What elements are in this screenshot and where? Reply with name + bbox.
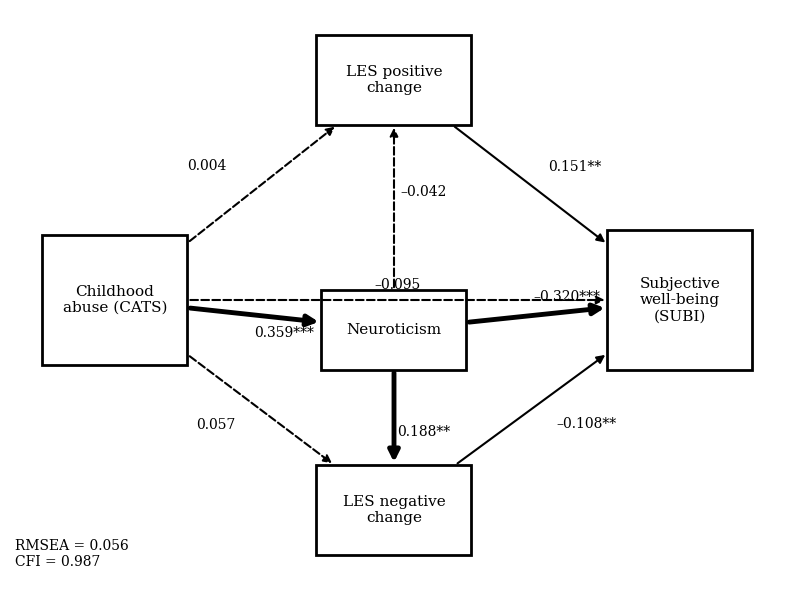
- Text: –0.320***: –0.320***: [533, 290, 600, 304]
- Text: 0.151**: 0.151**: [548, 159, 601, 174]
- Text: –0.042: –0.042: [401, 186, 447, 199]
- Text: Subjective
well-being
(SUBI): Subjective well-being (SUBI): [640, 277, 720, 323]
- FancyBboxPatch shape: [322, 290, 466, 370]
- FancyBboxPatch shape: [43, 235, 188, 365]
- Text: RMSEA = 0.056
CFI = 0.987: RMSEA = 0.056 CFI = 0.987: [15, 539, 128, 569]
- Text: LES negative
change: LES negative change: [343, 495, 445, 525]
- Text: Neuroticism: Neuroticism: [347, 323, 441, 337]
- Text: 0.004: 0.004: [188, 159, 227, 173]
- FancyBboxPatch shape: [317, 465, 471, 555]
- Text: 0.359***: 0.359***: [255, 326, 314, 340]
- Text: 0.057: 0.057: [196, 418, 236, 432]
- FancyBboxPatch shape: [317, 35, 471, 125]
- Text: –0.095: –0.095: [374, 278, 421, 292]
- Text: 0.188**: 0.188**: [397, 425, 451, 440]
- FancyBboxPatch shape: [608, 230, 753, 370]
- Text: LES positive
change: LES positive change: [346, 65, 442, 95]
- Text: Childhood
abuse (CATS): Childhood abuse (CATS): [63, 285, 167, 315]
- Text: –0.108**: –0.108**: [556, 417, 616, 431]
